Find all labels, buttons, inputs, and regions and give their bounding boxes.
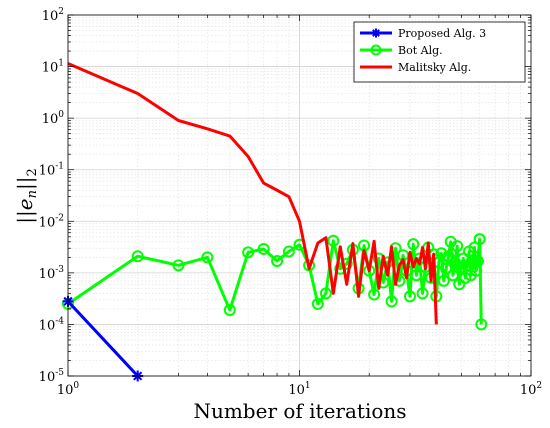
y-tick-label: 10-3 [39, 265, 65, 282]
legend-label: Proposed Alg. 3 [398, 27, 486, 40]
data-point-marker [442, 250, 455, 263]
data-point-marker [242, 246, 255, 259]
legend-entry-proposed-alg-3: Proposed Alg. 3 [360, 27, 486, 40]
y-axis-label: ||en||2 [13, 168, 40, 223]
y-tick-label: 10-5 [39, 368, 65, 385]
legend-label: Malitsky Alg. [398, 61, 471, 74]
x-tick-label: 102 [520, 381, 542, 398]
data-point-marker [461, 259, 474, 272]
tick-marks [67, 14, 532, 377]
x-tick-label: 100 [57, 381, 80, 398]
data-point-marker [257, 243, 270, 256]
x-tick-labels: 100 101 102 [57, 381, 542, 398]
series-line [67, 62, 438, 325]
data-point-marker [455, 260, 468, 273]
legend-entry-malitsky-alg: Malitsky Alg. [360, 61, 471, 74]
y-tick-label: 100 [42, 110, 65, 127]
data-point-marker [311, 297, 324, 310]
data-point-marker [451, 240, 464, 253]
data-point-marker [282, 245, 295, 258]
x-axis-label: Number of iterations [193, 399, 406, 423]
data-point-marker [327, 234, 340, 247]
y-tick-label: 102 [42, 7, 64, 24]
data-point-marker [319, 287, 332, 300]
data-point-marker [437, 274, 450, 287]
data-point-marker [385, 295, 398, 308]
series-line [66, 300, 139, 378]
data-point-marker [371, 28, 381, 38]
data-point-marker [410, 269, 423, 282]
data-point-marker [473, 233, 486, 246]
data-point-marker [416, 287, 429, 300]
data-point-marker [303, 259, 316, 272]
data-point-marker [471, 254, 484, 267]
data-point-marker [131, 250, 144, 263]
data-point-marker [475, 318, 488, 331]
data-point-marker [459, 271, 472, 284]
data-point-marker [407, 238, 420, 251]
data-point-marker [446, 269, 459, 282]
data-point-marker [271, 254, 284, 267]
y-tick-label: 10-4 [39, 316, 65, 333]
legend-label: Bot Alg. [398, 44, 443, 57]
y-tick-label: 10-1 [39, 162, 64, 179]
y-tick-label: 101 [42, 59, 64, 76]
series-layer [62, 62, 488, 382]
data-point-marker [370, 44, 382, 56]
x-tick-label: 101 [288, 381, 310, 398]
legend: Proposed Alg. 3 Bot Alg. Malitsky Alg. [353, 21, 526, 83]
data-point-marker [435, 247, 448, 260]
svg-text:||en||2: ||en||2 [13, 168, 40, 223]
data-point-marker [368, 288, 381, 301]
data-point-marker [223, 304, 236, 317]
data-point-marker [403, 290, 416, 303]
data-point-marker [453, 278, 466, 291]
data-point-marker [468, 241, 481, 254]
y-tick-label: 10-2 [39, 213, 64, 230]
y-tick-labels: 10-5 10-4 10-3 10-2 10-1 100 101 102 [39, 7, 65, 385]
series-malitsky-alg [67, 62, 438, 325]
asterisk-stroke [372, 29, 380, 37]
data-point-marker [201, 251, 214, 264]
data-point-marker [440, 262, 453, 275]
legend-entry-bot-alg: Bot Alg. [360, 44, 443, 57]
data-point-marker [172, 259, 185, 272]
